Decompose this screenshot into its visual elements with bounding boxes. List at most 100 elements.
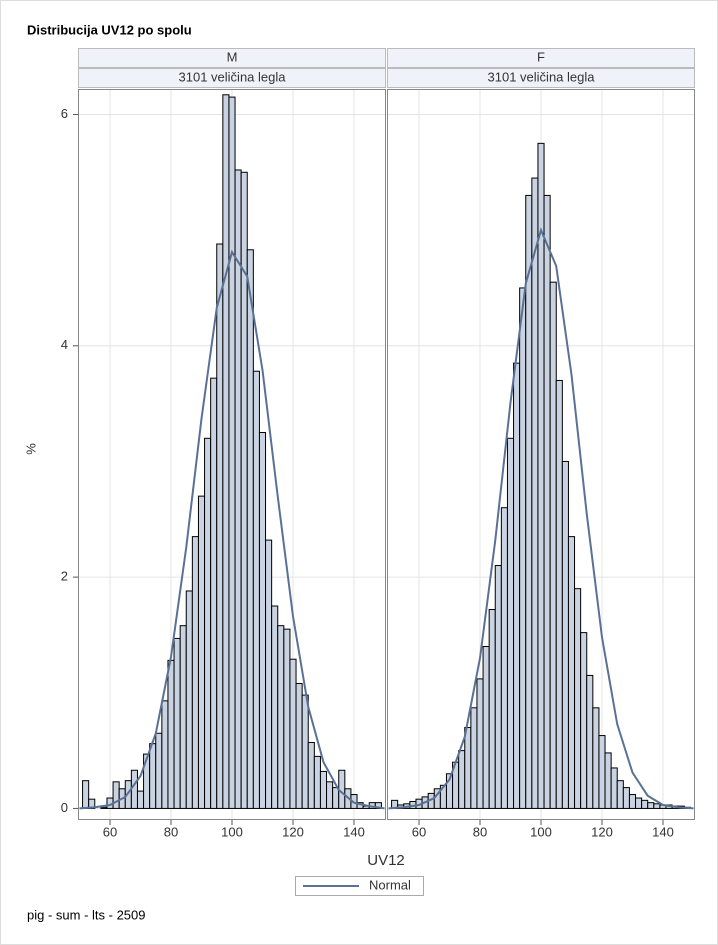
bar xyxy=(604,752,612,809)
bar xyxy=(228,96,236,809)
x-tick-label: 100 xyxy=(530,824,552,839)
bar xyxy=(271,605,279,809)
bar xyxy=(173,637,181,809)
bar xyxy=(458,750,466,809)
panel-subheader xyxy=(78,68,386,88)
bar xyxy=(82,780,90,809)
bar xyxy=(482,646,490,809)
bar xyxy=(653,803,661,809)
bar xyxy=(246,249,254,809)
x-axis-label: UV12 xyxy=(367,852,405,869)
bar xyxy=(622,787,630,809)
panel-frame xyxy=(78,89,386,820)
bar xyxy=(319,770,328,809)
y-tick-label: 2 xyxy=(61,569,68,584)
bar xyxy=(197,495,206,809)
bar xyxy=(313,755,321,809)
bar xyxy=(610,767,618,809)
bar xyxy=(488,608,496,809)
x-tick-label: 80 xyxy=(473,824,487,839)
x-tick-label: 60 xyxy=(412,824,426,839)
bar xyxy=(112,781,120,809)
bar xyxy=(338,769,346,809)
bar xyxy=(210,377,218,809)
x-tick-label: 140 xyxy=(652,824,674,839)
bar xyxy=(283,628,291,809)
bar xyxy=(252,370,260,809)
bar xyxy=(635,797,643,809)
bar xyxy=(258,432,267,809)
bar xyxy=(265,539,273,809)
bar xyxy=(179,625,187,809)
normal-curve xyxy=(388,227,694,810)
bar xyxy=(204,437,212,809)
bar xyxy=(332,787,340,809)
bar xyxy=(616,780,624,809)
bar xyxy=(543,194,551,809)
y-axis-label: % xyxy=(23,443,38,455)
bar xyxy=(525,194,533,809)
footnote: pig - sum - lts - 2509 xyxy=(27,907,146,922)
bar xyxy=(555,379,563,809)
bar xyxy=(537,142,545,809)
bar xyxy=(100,806,108,809)
bar xyxy=(513,362,521,809)
bar xyxy=(598,735,606,809)
panel-sublabel: 3101 veličina legla xyxy=(488,69,596,84)
bar xyxy=(185,590,193,809)
bar xyxy=(191,536,199,809)
legend-box xyxy=(295,876,424,896)
panel-header xyxy=(78,48,386,68)
bar xyxy=(586,674,594,809)
bar xyxy=(326,781,334,809)
bar xyxy=(161,700,169,809)
bar xyxy=(494,565,502,809)
bar xyxy=(574,588,582,809)
bar xyxy=(500,507,508,809)
bar xyxy=(216,243,224,809)
panel-subheader xyxy=(387,68,695,88)
bar xyxy=(470,707,478,809)
bar xyxy=(136,790,145,809)
x-tick-label: 100 xyxy=(221,824,243,839)
bar xyxy=(295,683,303,809)
bar xyxy=(561,460,569,809)
bar xyxy=(506,437,515,809)
bar xyxy=(476,678,484,809)
y-tick-label: 0 xyxy=(61,800,68,815)
bar xyxy=(289,658,297,809)
x-tick-label: 80 xyxy=(164,824,178,839)
x-tick-label: 120 xyxy=(282,824,304,839)
bar xyxy=(155,732,163,809)
bar xyxy=(301,694,309,809)
bar xyxy=(149,743,157,809)
x-tick-label: 140 xyxy=(343,824,365,839)
bar xyxy=(628,794,637,809)
legend-label: Normal xyxy=(369,877,411,892)
x-tick-label: 120 xyxy=(591,824,613,839)
panel-label: M xyxy=(227,49,238,64)
bar xyxy=(647,802,655,809)
bar xyxy=(277,625,285,809)
bar xyxy=(549,281,557,809)
panel-sublabel: 3101 veličina legla xyxy=(179,69,287,84)
bar xyxy=(531,177,539,809)
panel-header xyxy=(387,48,695,68)
y-tick-label: 4 xyxy=(61,337,68,352)
bar xyxy=(464,726,472,809)
panel-frame xyxy=(387,89,695,820)
y-tick-label: 6 xyxy=(61,106,68,121)
panel-label: F xyxy=(537,49,545,64)
bar xyxy=(592,707,600,809)
bar xyxy=(167,659,175,809)
bar xyxy=(222,94,230,809)
bar xyxy=(130,769,138,809)
bar xyxy=(307,742,315,809)
bar xyxy=(519,287,527,809)
bar xyxy=(641,799,649,809)
bar xyxy=(567,536,576,809)
chart-title: Distribucija UV12 po spolu xyxy=(27,22,192,37)
x-tick-label: 60 xyxy=(103,824,117,839)
normal-curve xyxy=(79,249,385,810)
